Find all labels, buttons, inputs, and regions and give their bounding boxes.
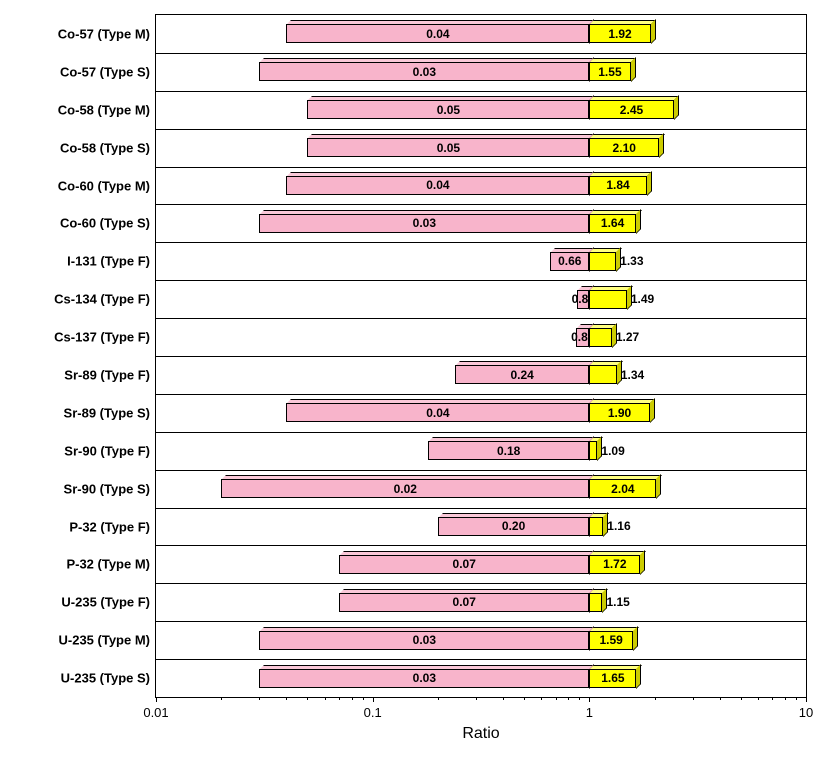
pink-value: 0.66 [558, 254, 581, 268]
pink-value: 0.04 [426, 178, 449, 192]
yellow-bar: 1.72 [589, 555, 640, 574]
yellow-bar: 1.55 [589, 62, 630, 81]
pink-bar: 0.05 [307, 100, 589, 119]
category-label: Co-57 (Type M) [58, 26, 150, 41]
yellow-value: 1.72 [603, 557, 626, 571]
yellow-bar: 1.34 [589, 365, 617, 384]
pink-bar: 0.04 [286, 403, 589, 422]
yellow-value: 1.55 [598, 65, 621, 79]
category-label: Cs-137 (Type F) [54, 330, 150, 345]
yellow-bar: 1.15 [589, 593, 602, 612]
yellow-bar: 2.45 [589, 100, 673, 119]
category-label: Co-58 (Type M) [58, 102, 150, 117]
yellow-value: 1.90 [608, 406, 631, 420]
category-label: Co-57 (Type S) [60, 64, 150, 79]
category-label: Sr-89 (Type S) [64, 405, 150, 420]
category-label: U-235 (Type F) [61, 595, 150, 610]
yellow-bar: 1.65 [589, 669, 636, 688]
pink-value: 0.03 [413, 671, 436, 685]
pink-bar: 0.04 [286, 176, 589, 195]
x-axis-label: Ratio [462, 725, 499, 743]
pink-value: 0.24 [510, 368, 533, 382]
yellow-bar: 1.09 [589, 441, 597, 460]
pink-bar: 0.66 [550, 252, 589, 271]
yellow-bar: 2.10 [589, 138, 659, 157]
plot-area: Ratio 0.010.1110Co-57 (Type M)0.041.92Co… [155, 14, 807, 698]
yellow-bar: 1.16 [589, 517, 603, 536]
category-label: Co-58 (Type S) [60, 140, 150, 155]
ratio-chart: Ratio 0.01 0.1 1 10 Co-57 (Type M) 0.04 1.92 Co… [10, 10, 821, 757]
yellow-value: 1.84 [606, 178, 629, 192]
yellow-value: 1.92 [608, 27, 631, 41]
yellow-bar: 1.59 [589, 631, 633, 650]
category-label: I-131 (Type F) [67, 254, 150, 269]
pink-value: 0.04 [426, 406, 449, 420]
pink-value: 0.03 [413, 216, 436, 230]
category-label: U-235 (Type S) [61, 671, 150, 686]
yellow-value: 1.59 [599, 633, 622, 647]
category-label: Co-60 (Type M) [58, 178, 150, 193]
yellow-bar: 2.04 [589, 479, 656, 498]
yellow-value: 1.65 [601, 671, 624, 685]
x-tick-label: 0.1 [364, 705, 382, 720]
x-tick-label: 0.01 [143, 705, 168, 720]
pink-value: 0.07 [453, 557, 476, 571]
category-label: Sr-90 (Type S) [64, 481, 150, 496]
pink-value: 0.18 [497, 444, 520, 458]
pink-bar: 0.20 [438, 517, 589, 536]
yellow-bar: 1.27 [589, 328, 611, 347]
yellow-bar: 1.49 [589, 290, 627, 309]
yellow-bar: 1.90 [589, 403, 649, 422]
yellow-bar: 1.64 [589, 214, 636, 233]
pink-value: 0.02 [394, 482, 417, 496]
category-label: Sr-90 (Type F) [64, 443, 150, 458]
pink-bar: 0.87 [576, 328, 589, 347]
yellow-value: 2.45 [620, 103, 643, 117]
x-tick-label: 10 [799, 705, 813, 720]
pink-bar: 0.03 [259, 62, 589, 81]
yellow-value: 1.09 [601, 444, 624, 458]
yellow-value: 1.33 [620, 254, 643, 268]
pink-bar: 0.02 [221, 479, 589, 498]
yellow-value: 1.27 [616, 330, 639, 344]
category-label: Cs-134 (Type F) [54, 292, 150, 307]
yellow-value: 2.10 [613, 141, 636, 155]
pink-bar: 0.07 [339, 593, 589, 612]
pink-bar: 0.88 [577, 290, 589, 309]
yellow-value: 1.64 [601, 216, 624, 230]
pink-value: 0.20 [502, 519, 525, 533]
pink-bar: 0.05 [307, 138, 589, 157]
category-label: U-235 (Type M) [59, 633, 151, 648]
pink-bar: 0.04 [286, 24, 589, 43]
yellow-value: 1.49 [631, 292, 654, 306]
pink-value: 0.04 [426, 27, 449, 41]
pink-value: 0.03 [413, 633, 436, 647]
yellow-bar: 1.33 [589, 252, 616, 271]
pink-bar: 0.03 [259, 214, 589, 233]
pink-value: 0.05 [437, 141, 460, 155]
yellow-bar: 1.84 [589, 176, 646, 195]
yellow-bar: 1.92 [589, 24, 650, 43]
yellow-value: 1.34 [621, 368, 644, 382]
pink-bar: 0.07 [339, 555, 589, 574]
pink-bar: 0.18 [428, 441, 589, 460]
yellow-value: 1.15 [606, 595, 629, 609]
pink-bar: 0.03 [259, 669, 589, 688]
pink-value: 0.07 [453, 595, 476, 609]
category-label: P-32 (Type F) [69, 519, 150, 534]
pink-bar: 0.03 [259, 631, 589, 650]
category-label: Co-60 (Type S) [60, 216, 150, 231]
yellow-value: 2.04 [611, 482, 634, 496]
x-tick-label: 1 [586, 705, 593, 720]
pink-value: 0.03 [413, 65, 436, 79]
pink-bar: 0.24 [455, 365, 589, 384]
pink-value: 0.05 [437, 103, 460, 117]
category-label: Sr-89 (Type F) [64, 367, 150, 382]
category-label: P-32 (Type M) [66, 557, 150, 572]
yellow-value: 1.16 [607, 519, 630, 533]
